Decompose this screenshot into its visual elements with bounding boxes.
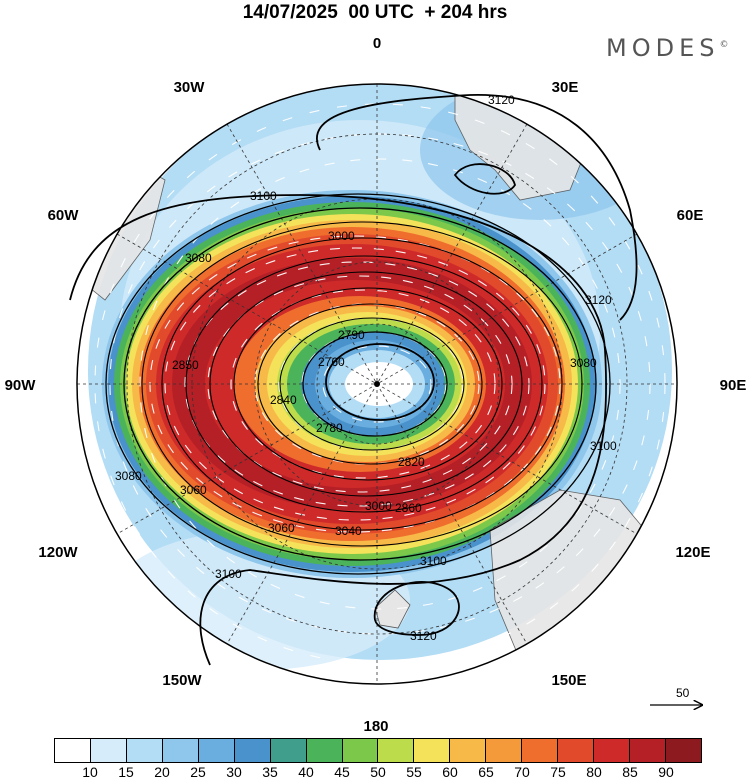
- contour-label: 3080: [570, 356, 597, 370]
- contour-label: 2760: [318, 355, 345, 369]
- colorbar-swatch: [198, 739, 235, 762]
- colorbar-swatch: [126, 739, 163, 762]
- colorbar-tick-label: 10: [82, 764, 98, 780]
- reference-vector-label: 50: [676, 686, 690, 700]
- lon-label-120e: 120E: [675, 544, 710, 561]
- colorbar-swatch: [55, 739, 91, 762]
- contour-label: 2850: [172, 358, 199, 372]
- contour-label: 3000: [365, 499, 392, 513]
- colorbar-tick-label: 20: [154, 764, 170, 780]
- colorbar-swatch: [306, 739, 343, 762]
- colorbar-tick-label: 80: [586, 764, 602, 780]
- contour-label: 3080: [115, 469, 142, 483]
- contour-value-labels: 3120 3120 3120 3100 3100 3100 3100 3080 …: [115, 93, 617, 643]
- map-title: 14/07/2025 00 UTC + 204 hrs: [242, 2, 508, 23]
- lon-label-120w: 120W: [38, 544, 78, 561]
- colorbar-tick-label: 70: [514, 764, 530, 780]
- contour-label: 2790: [338, 328, 365, 342]
- logo-text: MODES: [606, 34, 720, 62]
- colorbar-swatch: [630, 739, 666, 762]
- colorbar-tick-label: 15: [118, 764, 134, 780]
- map-border: [76, 83, 678, 685]
- colorbar-swatch: [450, 739, 487, 762]
- contour-label: 3000: [328, 229, 355, 243]
- longitude-labels: 0 30E 60E 90E 120E 150E 180 150W 120W 90…: [5, 35, 747, 735]
- contour-label: 3060: [268, 521, 295, 535]
- lon-label-60e: 60E: [677, 207, 704, 224]
- contour-label: 2840: [270, 393, 297, 407]
- colorbar-swatch: [414, 739, 451, 762]
- colorbar-labels: 10 15 20 25 30 35 40 45 50 55 60 65 70 75 80 85 90: [0, 764, 750, 782]
- colorbar-swatch: [665, 739, 701, 762]
- contour-label: 3100: [215, 567, 242, 581]
- colorbar-swatch: [558, 739, 595, 762]
- colorbar-tick-label: 40: [298, 764, 314, 780]
- lon-label-150e: 150E: [551, 672, 586, 689]
- lon-label-30e: 30E: [552, 79, 579, 96]
- colorbar-tick-label: 60: [442, 764, 458, 780]
- contour-label: 3100: [590, 439, 617, 453]
- lon-label-0: 0: [373, 35, 381, 52]
- contour-label: 3120: [410, 629, 437, 643]
- south-pole-marker: [374, 381, 380, 387]
- contour-label: 3100: [420, 554, 447, 568]
- colorbar: [54, 738, 702, 763]
- colorbar-tick-label: 50: [370, 764, 386, 780]
- colorbar-swatch: [90, 739, 127, 762]
- colorbar-swatch: [378, 739, 415, 762]
- contour-label: 2860: [395, 501, 422, 515]
- colorbar-swatch: [486, 739, 523, 762]
- colorbar-tick-label: 65: [478, 764, 494, 780]
- colorbar-swatch: [162, 739, 199, 762]
- colorbar-tick-label: 45: [334, 764, 350, 780]
- reference-vector: 50: [650, 686, 708, 715]
- lon-label-90w: 90W: [5, 377, 37, 394]
- contour-label: 3080: [185, 251, 212, 265]
- lon-label-150w: 150W: [162, 672, 202, 689]
- height-contours: [69, 94, 638, 666]
- colorbar-tick-label: 35: [262, 764, 278, 780]
- colorbar-tick-label: 85: [622, 764, 638, 780]
- colorbar-tick-label: 30: [226, 764, 242, 780]
- contour-label: 3060: [180, 483, 207, 497]
- contour-label: 3100: [250, 189, 277, 203]
- colorbar-tick-label: 55: [406, 764, 422, 780]
- modes-logo: MODES©: [606, 34, 728, 62]
- colorbar-swatch: [522, 739, 559, 762]
- contour-label: 2820: [398, 455, 425, 469]
- lon-label-180: 180: [363, 718, 388, 735]
- colorbar-swatch: [234, 739, 271, 762]
- contour-label: 2780: [316, 421, 343, 435]
- lon-label-60w: 60W: [48, 207, 80, 224]
- colorbar-tick-label: 75: [550, 764, 566, 780]
- colorbar-tick-label: 90: [658, 764, 674, 780]
- colorbar-swatch: [342, 739, 379, 762]
- copyright-mark: ©: [719, 40, 729, 50]
- contour-label: 3120: [488, 93, 515, 107]
- contour-label: 3040: [335, 524, 362, 538]
- contour-label: 3120: [585, 293, 612, 307]
- colorbar-swatch: [594, 739, 630, 762]
- lon-label-90e: 90E: [720, 377, 747, 394]
- colorbar-tick-label: 25: [190, 764, 206, 780]
- lon-label-30w: 30W: [174, 79, 206, 96]
- colorbar-swatch: [270, 739, 307, 762]
